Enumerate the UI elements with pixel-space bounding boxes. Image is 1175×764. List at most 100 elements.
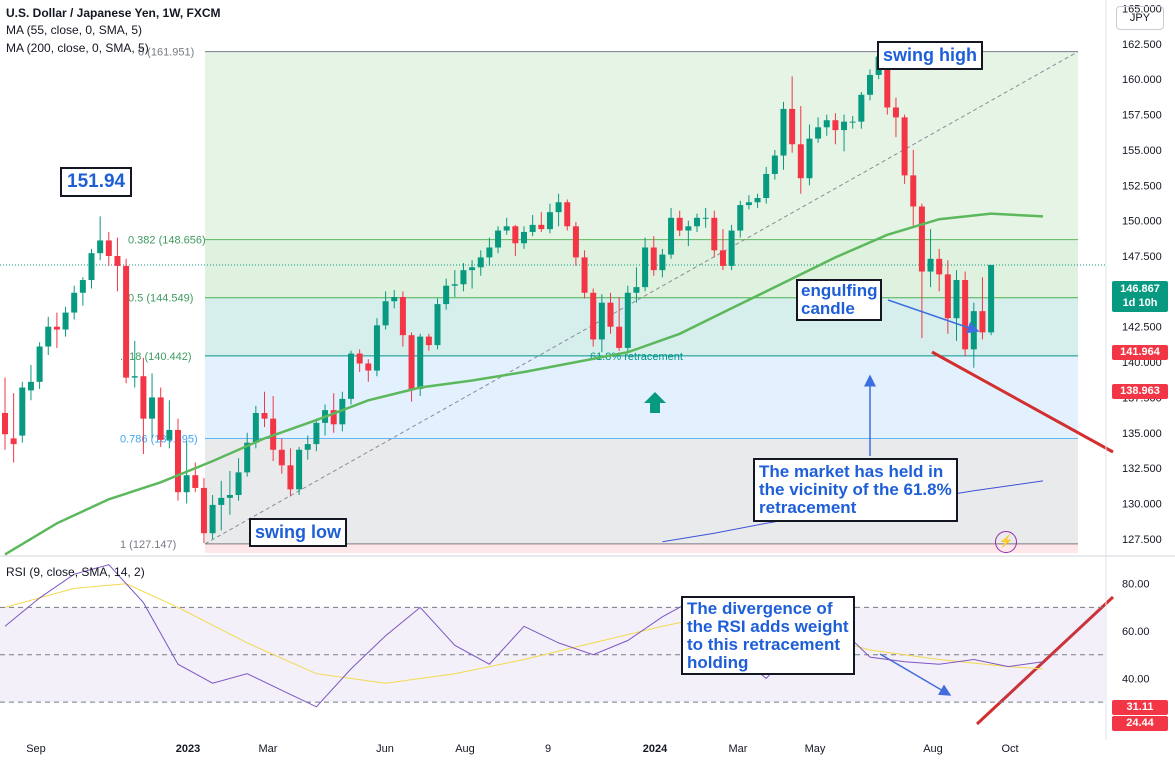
candle-body: [962, 280, 969, 350]
candle-body: [434, 304, 441, 346]
rsi-tag-1: 31.11: [1112, 700, 1168, 715]
fib-extension-zone: [205, 543, 1078, 553]
price-tick-label: 152.500: [1122, 180, 1162, 192]
candle-body: [564, 202, 571, 227]
candle-body: [486, 247, 493, 258]
candle-body: [503, 226, 510, 231]
divergence-arrow: [879, 653, 952, 696]
fib-label-0.382: 0.382 (148.656): [128, 235, 206, 247]
candle-body: [365, 363, 372, 371]
price-tick-label: 155.000: [1122, 145, 1162, 157]
candle-body: [157, 397, 164, 440]
candle-body: [45, 326, 52, 347]
candle-body: [304, 444, 311, 450]
candle-body: [953, 280, 960, 319]
candle-body: [261, 412, 268, 419]
swing-low-label: swing low: [249, 518, 348, 547]
candle-body: [650, 247, 657, 271]
candle-body: [192, 475, 199, 488]
candle-body: [36, 346, 43, 382]
currency-button[interactable]: JPY: [1116, 6, 1164, 30]
time-tick-label: Aug: [923, 743, 943, 755]
fib-zone-0.618: [205, 355, 1078, 439]
current-price-value: 146.867: [1120, 283, 1160, 295]
rsi-title: RSI (9, close, SMA, 14, 2): [6, 565, 145, 579]
candle-body: [546, 212, 553, 230]
candle-body: [633, 287, 640, 293]
candle-body: [823, 120, 830, 128]
candle-body: [114, 255, 121, 266]
rsi-trendline: [975, 595, 1115, 726]
candle-body: [105, 240, 112, 256]
engulfing-label: engulfing candle: [796, 279, 883, 321]
candle-body: [884, 56, 891, 108]
candle-body: [754, 198, 761, 203]
candle-body: [849, 121, 856, 123]
candle-body: [97, 240, 104, 254]
candle-body: [79, 280, 86, 293]
fib-label-0: 0 (161.951): [138, 47, 194, 59]
rsi-line: [4, 564, 1044, 708]
candle-body: [797, 144, 804, 179]
candle-body: [538, 224, 545, 230]
price-tick-label: 127.500: [1122, 534, 1162, 546]
candle-body: [572, 226, 579, 258]
fib-label-0.5: 0.5 (144.549): [128, 293, 193, 305]
fib-label-1: 1 (127.147): [120, 539, 176, 551]
time-tick-label: Aug: [455, 743, 475, 755]
candle-body: [815, 127, 822, 139]
lightning-icon[interactable]: ⚡: [995, 531, 1017, 553]
fib-label-0.618: .618 (140.442): [120, 351, 192, 363]
price-tick-label: 162.500: [1122, 39, 1162, 51]
candle-body: [244, 442, 251, 473]
candle-body: [391, 297, 398, 302]
candle-body: [417, 336, 424, 389]
market-held-label: The market has held in the vicinity of t…: [753, 458, 958, 522]
candle-body: [581, 257, 588, 293]
ma55-line: [4, 212, 1044, 556]
candle-body: [910, 175, 917, 207]
price-tick-label: 130.000: [1122, 498, 1162, 510]
candle-body: [252, 412, 259, 443]
swing-high-label: swing high: [877, 41, 983, 70]
candle-body: [979, 311, 986, 333]
current-price-tag: 146.867 1d 10h: [1112, 281, 1168, 312]
candle-body: [737, 205, 744, 231]
candle-body: [382, 301, 389, 326]
candle-body: [469, 267, 476, 271]
candle-body: [175, 429, 181, 493]
candle-body: [27, 381, 34, 391]
candle-body: [339, 398, 346, 425]
price-151-label: 151.94: [60, 167, 133, 197]
candle-body: [278, 449, 285, 466]
candle-body: [19, 387, 26, 436]
candle-body: [287, 465, 294, 490]
engulfing-arrow: [887, 299, 980, 334]
time-tick-label: 2023: [176, 743, 200, 755]
candle-body: [719, 250, 726, 266]
candle-body: [512, 226, 519, 244]
candle-body: [892, 107, 899, 118]
candle-body: [140, 376, 147, 419]
candle-body: [616, 326, 623, 348]
price-tick-label: 157.500: [1122, 110, 1162, 122]
candle-body: [460, 270, 467, 285]
price-tick-label: 135.000: [1122, 428, 1162, 440]
candle-body: [642, 247, 649, 288]
candle-body: [408, 335, 415, 389]
rsi-ma-line: [4, 583, 1044, 684]
divergence-label: The divergence of the RSI adds weight to…: [681, 596, 855, 676]
candle-body: [944, 274, 951, 319]
candle-body: [598, 302, 605, 340]
candle-body: [694, 217, 700, 227]
candle-body: [166, 429, 173, 440]
ma55-header: MA (55, close, 0, SMA, 5): [6, 23, 143, 37]
candle-body: [711, 217, 718, 251]
price-tick-label: 160.000: [1122, 74, 1162, 86]
candle-body: [149, 397, 156, 419]
price-tick-label: 142.500: [1122, 322, 1162, 334]
candle-body: [702, 217, 709, 219]
candle-body: [590, 292, 597, 340]
candle-body: [780, 108, 787, 156]
